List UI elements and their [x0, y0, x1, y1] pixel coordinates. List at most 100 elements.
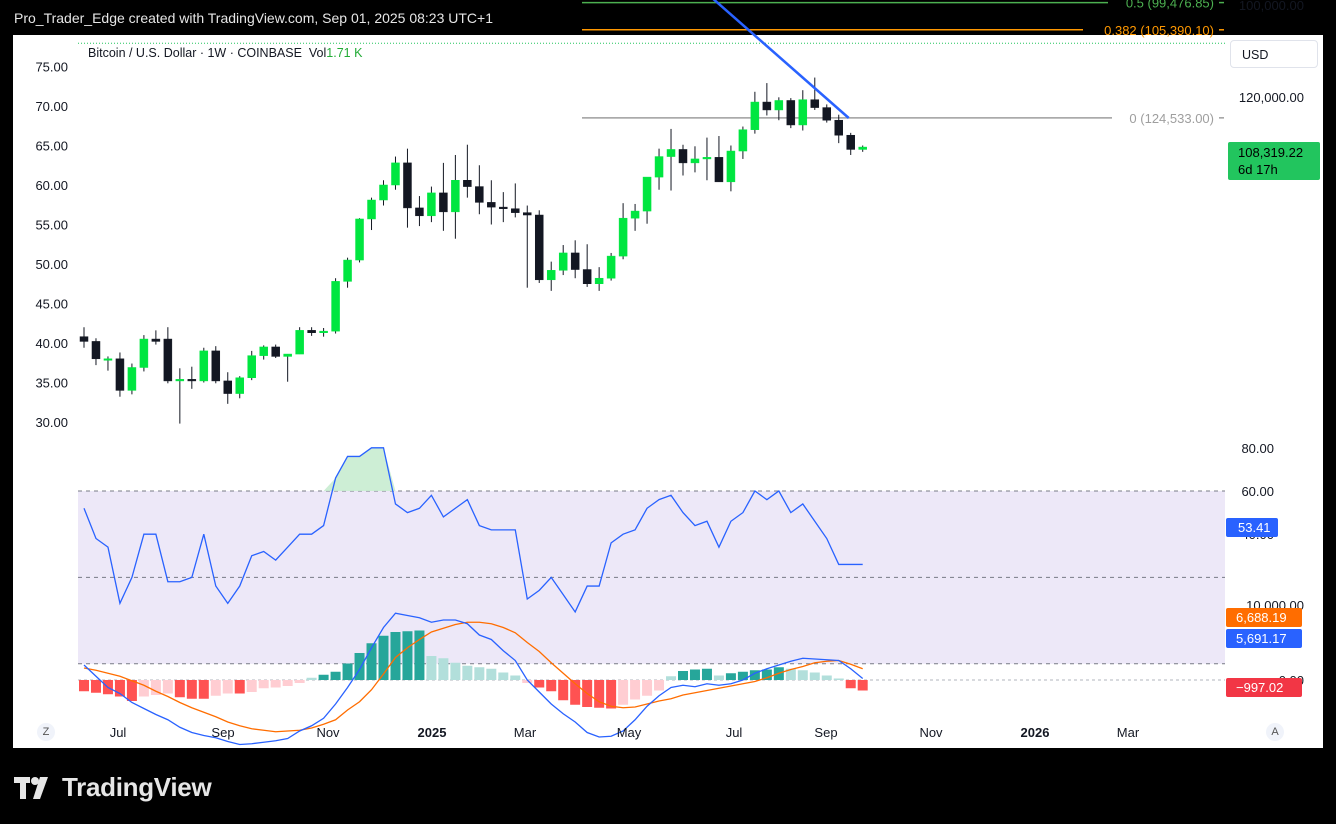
currency-button[interactable]: USD — [1230, 40, 1318, 68]
candle-body — [618, 217, 628, 257]
rsi-overbought-fill — [323, 447, 396, 491]
time-axis-tick: Jul — [110, 725, 127, 740]
macd-histogram-bar — [114, 680, 125, 697]
time-axis-tick: Sep — [814, 725, 837, 740]
macd-histogram-bar — [606, 680, 617, 709]
symbol-title: Bitcoin / U.S. Dollar · 1W · COINBASE — [88, 46, 302, 60]
macd-histogram-bar — [186, 680, 197, 699]
left-axis-tick: 65.00 — [35, 139, 68, 154]
candle-body — [846, 134, 855, 150]
candle-body — [666, 149, 676, 157]
candle-body — [834, 119, 843, 136]
macd-histogram-bar — [654, 680, 665, 691]
candle-body — [343, 259, 352, 282]
candle-body — [295, 330, 304, 355]
candle-body — [678, 149, 688, 164]
candle-body — [475, 186, 484, 203]
macd-histogram-bar — [174, 680, 185, 698]
candle-body — [247, 355, 256, 379]
time-axis-tick: Nov — [919, 725, 943, 740]
zoom-reset-button[interactable]: Z — [37, 723, 55, 741]
candle-body — [726, 150, 736, 183]
candle-body — [307, 330, 316, 333]
macd-histogram-bar — [725, 673, 736, 680]
candle-body — [558, 252, 568, 271]
candle-body — [439, 192, 448, 213]
candle-body — [523, 212, 532, 216]
candle-body — [283, 353, 292, 357]
candle-body — [115, 358, 125, 391]
rsi-axis-tick: 80.00 — [1241, 441, 1274, 456]
macd-histogram-bar — [222, 680, 233, 694]
candle-body — [403, 162, 412, 209]
macd-histogram-bar — [354, 653, 365, 680]
macd-histogram-bar — [534, 680, 545, 688]
macd-histogram-bar — [426, 656, 437, 680]
candle-body — [415, 207, 424, 217]
candle-body — [654, 156, 664, 178]
histogram-value: −997.02 — [1236, 680, 1283, 695]
macd-histogram-bar — [438, 658, 449, 680]
chart-canvas[interactable]: 120,000.00110,000.00100,000.0090,000.008… — [0, 0, 1336, 760]
macd-histogram-bar — [79, 680, 89, 692]
macd-histogram-bar — [330, 671, 341, 680]
candle-body — [499, 206, 508, 209]
macd-histogram-bar — [510, 675, 521, 680]
macd-histogram-bar — [318, 674, 329, 680]
candle-body — [163, 338, 173, 382]
left-axis-tick: 35.00 — [35, 376, 68, 391]
left-axis-tick: 55.00 — [35, 218, 68, 233]
macd-histogram-bar — [713, 675, 724, 680]
macd-histogram-bar — [162, 680, 173, 694]
candle-body — [259, 346, 268, 356]
macd-histogram-bar — [198, 680, 209, 699]
candle-body — [702, 157, 712, 160]
macd-value: 5,691.17 — [1236, 631, 1287, 646]
time-axis-tick: Jul — [726, 725, 743, 740]
brand-name: TradingView — [62, 772, 212, 802]
macd-histogram-bar — [630, 680, 641, 700]
candle-body — [367, 199, 376, 220]
macd-histogram-bar — [797, 670, 808, 680]
signal-value-badge — [1226, 608, 1302, 627]
time-axis-tick: Mar — [514, 725, 537, 740]
price-tick: 120,000.00 — [1239, 90, 1304, 105]
candle-body — [427, 192, 436, 217]
macd-histogram-bar — [845, 680, 856, 689]
candle-body — [810, 99, 820, 108]
macd-histogram-bar — [282, 680, 293, 686]
macd-histogram-bar — [737, 671, 748, 680]
candle-body — [738, 129, 748, 152]
macd-histogram-bar — [270, 680, 281, 688]
candle-body — [235, 377, 244, 394]
candle-body — [606, 255, 616, 279]
candle-body — [211, 350, 221, 382]
macd-histogram-bar — [294, 680, 305, 683]
macd-histogram-bar — [498, 672, 509, 680]
macd-histogram-bar — [570, 680, 581, 705]
macd-histogram-bar — [761, 669, 772, 680]
candle-body — [762, 101, 772, 111]
macd-histogram-bar — [809, 672, 820, 680]
candle-body — [786, 100, 796, 126]
macd-histogram-bar — [390, 632, 401, 680]
fib-level-label: 0.382 (105,390.10) — [1104, 23, 1214, 38]
fib-level-label: 0.5 (99,476.85) — [1126, 0, 1214, 11]
rsi-value: 53.41 — [1238, 520, 1271, 535]
macd-histogram-bar — [366, 643, 377, 680]
auto-scale-button[interactable]: A — [1266, 723, 1284, 741]
macd-histogram-bar — [234, 680, 245, 694]
candle-body — [630, 210, 640, 219]
macd-histogram-bar — [486, 668, 497, 680]
left-axis-tick: 60.00 — [35, 178, 68, 193]
candle-body — [187, 379, 197, 382]
rsi-value-badge — [1226, 518, 1278, 537]
left-axis-tick: 70.00 — [35, 99, 68, 114]
candle-body — [139, 338, 149, 368]
time-axis-tick: 2026 — [1021, 725, 1050, 740]
candle-body — [594, 277, 604, 285]
candle-body — [511, 208, 520, 213]
candle-body — [642, 176, 652, 212]
macd-histogram-bar — [342, 663, 353, 680]
candle-body — [750, 101, 760, 130]
